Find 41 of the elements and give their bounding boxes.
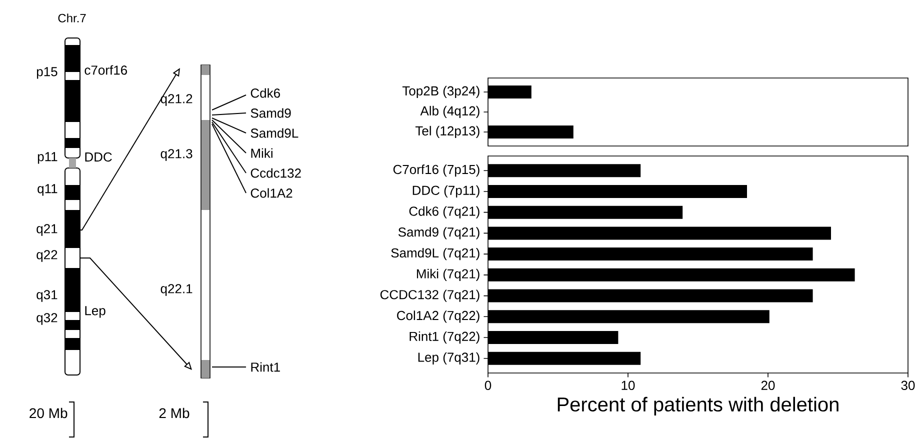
y-tick-label: Col1A2 (7q22) (397, 310, 480, 323)
text: p15 (36, 67, 58, 79)
y-tick-label: Cdk6 (7q21) (409, 206, 480, 218)
text: Ccdc132 (250, 168, 301, 178)
y-tick-label: Samd9 (7q21) (398, 227, 480, 240)
text: q11 (38, 184, 58, 196)
x-tick-label: 0 (484, 380, 492, 390)
text: 2 Mb (159, 408, 190, 418)
text: q21.2 (160, 94, 192, 106)
text: q21 (36, 224, 58, 236)
x-tick-label: 20 (761, 380, 775, 390)
text: q31 (36, 290, 58, 302)
text: 20 Mb (30, 408, 68, 418)
x-tick-label: 10 (622, 380, 635, 390)
text: q32 (36, 313, 58, 325)
text: c7orf16 (84, 65, 127, 75)
text: Samd9L (250, 128, 298, 138)
y-tick-label: Lep (7q31) (418, 352, 480, 364)
y-tick-label: Tel (12p13) (415, 126, 480, 138)
x-tick-label: 30 (901, 380, 915, 390)
text: Lep (85, 306, 106, 318)
text: q21.3 (160, 149, 192, 161)
text: DDC (85, 152, 112, 162)
y-tick-label: Rint1 (7q22) (410, 331, 480, 344)
text: q22.1 (160, 284, 192, 296)
text: Cdk6 (250, 88, 280, 98)
text: Chr.7 (58, 14, 86, 22)
text: Miki (251, 148, 272, 158)
y-tick-label: Top2B (3p24) (402, 86, 480, 98)
y-tick-label: Samd9L (7q21) (391, 248, 480, 260)
text: p11 (38, 152, 58, 164)
y-tick-label: Miki (7q21) (416, 268, 480, 281)
y-tick-label: Alb (4q12) (420, 106, 480, 118)
text: Samd9 (250, 108, 291, 118)
text: Rint1 (251, 362, 280, 372)
text: Col1A2 (250, 188, 292, 198)
y-tick-label: C7orf16 (7p15) (393, 164, 480, 177)
text: q22 (36, 250, 58, 262)
x-axis-title: Percent of patients with deletion (558, 396, 838, 416)
y-tick-label: CCDC132 (7q21) (380, 290, 480, 302)
y-tick-label: DDC (7p11) (412, 185, 480, 198)
